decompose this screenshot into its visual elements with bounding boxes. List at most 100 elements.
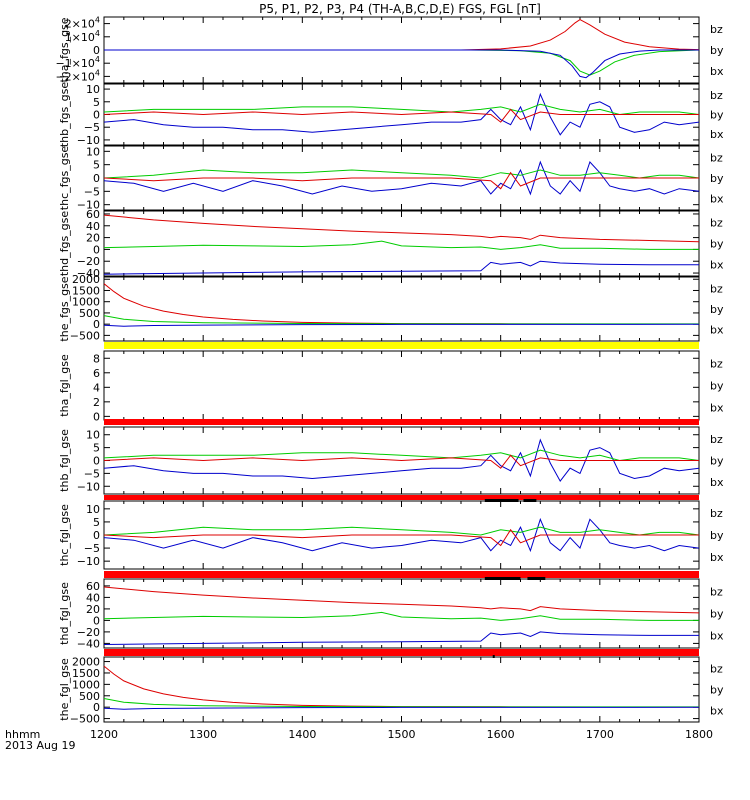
legend-bz: bz [710, 89, 723, 102]
x-axis-label-hhmm: hhmm [5, 728, 40, 741]
y-tick-label: 0 [93, 410, 100, 423]
y-tick-label: −10 [77, 480, 100, 493]
y-tick-label: 5 [93, 159, 100, 172]
x-tick-label: 1500 [388, 728, 416, 741]
series-bx [103, 160, 700, 196]
legend-bx: bx [710, 402, 724, 415]
legend-bx: bx [710, 258, 724, 271]
y-tick-label: 2000 [72, 273, 100, 286]
y-tick-label: 60 [86, 208, 100, 221]
legend-bz: bz [710, 585, 723, 598]
legend-bz: bz [710, 433, 723, 446]
series-bx [103, 438, 700, 483]
x-axis-label-date: 2013 Aug 19 [5, 739, 75, 752]
series-by [103, 103, 700, 116]
y-tick-label: 2 [93, 396, 100, 409]
y-axis-label: thc_fgs_gse [58, 146, 71, 211]
series-bx [103, 631, 699, 645]
y-tick-label: 6 [93, 367, 100, 380]
y-tick-label: 10 [86, 503, 100, 516]
series-bz [103, 528, 699, 547]
series-bz [103, 665, 700, 708]
series-bx [103, 706, 700, 710]
series-bx [103, 323, 700, 327]
y-axis-label: tha_fgs_gse [58, 17, 71, 82]
y-tick-label: 60 [86, 580, 100, 593]
status-bar-mark [484, 499, 519, 502]
legend-by: by [710, 380, 724, 393]
series-bx [103, 260, 699, 275]
legend-bz: bz [710, 152, 723, 165]
y-tick-label: 0 [93, 243, 100, 256]
legend-bz: bz [710, 217, 723, 230]
y-tick-label: 8 [93, 352, 100, 365]
y-tick-label: −40 [77, 267, 100, 280]
series-bz [103, 171, 699, 190]
panel-tha_fgl_gse: 8 64 20 tha_fgl_gse bz by bx [58, 350, 724, 423]
x-tick-label: 1400 [288, 728, 316, 741]
series-by [103, 315, 700, 325]
y-tick-label: 1000 [72, 678, 100, 691]
legend-bx: bx [710, 323, 724, 336]
series-by [103, 526, 700, 536]
y-tick-label: 0 [93, 172, 100, 185]
series-by [103, 698, 700, 708]
y-tick-label: 40 [86, 591, 100, 604]
y-tick-label: −20 [77, 626, 100, 639]
series-by [103, 449, 700, 462]
y-tick-label: −10 [77, 134, 100, 147]
y-tick-label: 10 [86, 83, 100, 96]
y-tick-label: −40 [77, 637, 100, 650]
y-tick-label: −500 [70, 329, 100, 342]
legend-bx: bx [710, 551, 724, 564]
legend-by: by [710, 109, 724, 122]
y-tick-label: 2×104 [65, 16, 100, 31]
y-tick-label: −5 [84, 185, 100, 198]
status-bar [104, 495, 699, 500]
y-tick-label: 20 [86, 232, 100, 245]
y-tick-label: 1500 [72, 284, 100, 297]
panel-frame [103, 578, 700, 649]
status-bar-mark [523, 499, 537, 502]
legend-bx: bx [710, 630, 724, 643]
y-axis-label: the_fgl_gse [58, 658, 71, 721]
y-tick-label: 0 [93, 701, 100, 714]
y-axis-label: thd_fgl_gse [58, 582, 71, 645]
status-bar-mark [527, 577, 546, 580]
y-axis-label: thd_fgs_gse [58, 211, 71, 277]
y-axis-label: the_fgs_gse [58, 276, 71, 341]
y-tick-label: 4 [93, 381, 100, 394]
panel-frame [103, 350, 700, 421]
y-tick-label: −20 [77, 255, 100, 268]
panel-frame [103, 276, 700, 342]
y-tick-label: −1×104 [55, 55, 100, 70]
y-tick-label: 500 [79, 690, 100, 703]
series-by [104, 49, 700, 76]
x-tick-label: 1600 [487, 728, 515, 741]
y-tick-label: 5 [93, 96, 100, 109]
legend-bx: bx [710, 192, 724, 205]
status-bar-mark [492, 655, 495, 658]
panel-frame [103, 210, 700, 277]
y-axis-label: thb_fgs_gse [58, 82, 71, 148]
y-tick-label: 40 [86, 220, 100, 233]
status-bar [104, 342, 699, 349]
legend-bx: bx [710, 65, 724, 78]
y-tick-label: −5 [84, 121, 100, 134]
y-tick-label: 20 [86, 603, 100, 616]
panel-frame [103, 656, 700, 723]
legend-bz: bz [710, 23, 723, 36]
y-tick-label: 10 [86, 145, 100, 158]
status-bar [104, 571, 699, 578]
x-tick-label: 1700 [586, 728, 614, 741]
y-tick-label: 2000 [72, 656, 100, 669]
y-tick-label: 0 [93, 455, 100, 468]
